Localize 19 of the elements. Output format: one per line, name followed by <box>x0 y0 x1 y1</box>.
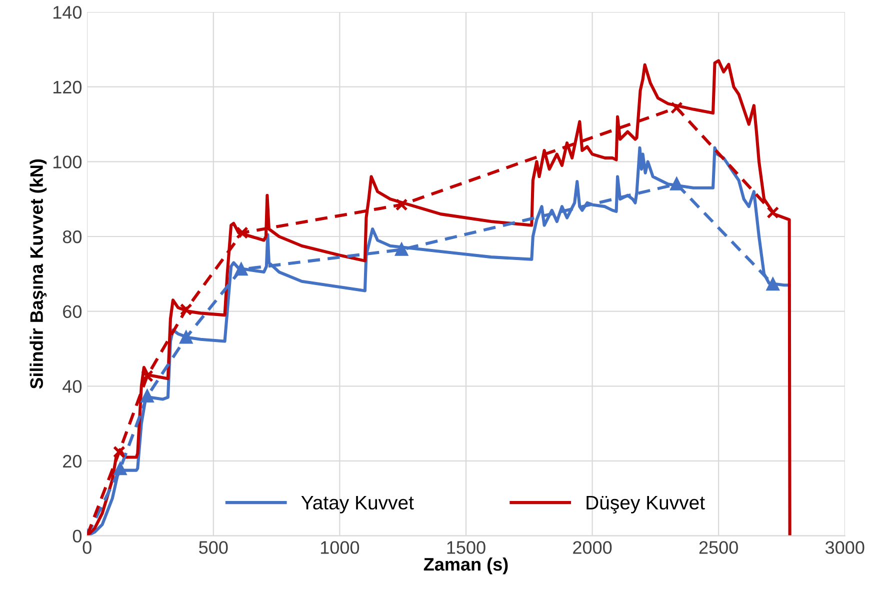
legend-label: Düşey Kuvvet <box>586 496 705 514</box>
y-tick-label: 40 <box>62 380 82 393</box>
x-tick-label: 0 <box>82 541 92 554</box>
y-tick-label: 0 <box>72 530 82 542</box>
y-tick-label: 100 <box>53 156 82 168</box>
y-tick-label: 20 <box>63 454 82 468</box>
legend-label: Yatay Kuvvet <box>301 496 414 514</box>
y-tick-label: 60 <box>63 305 82 318</box>
x-tick-label: 1000 <box>320 541 360 554</box>
x-tick-label: 3000 <box>825 541 864 554</box>
y-tick-label: 120 <box>53 80 82 94</box>
x-tick-label: 1500 <box>447 541 486 554</box>
x-tick-label: 500 <box>199 541 228 554</box>
x-tick-label: 2000 <box>573 541 612 554</box>
x-axis-title: Zaman (s) <box>424 557 508 574</box>
x-tick-label: 2500 <box>699 541 738 554</box>
y-tick-label: 80 <box>62 230 82 244</box>
y-axis-title: Silindir Başına Kuvvet (kN) <box>30 159 47 389</box>
y-tick-label: 140 <box>53 6 82 19</box>
